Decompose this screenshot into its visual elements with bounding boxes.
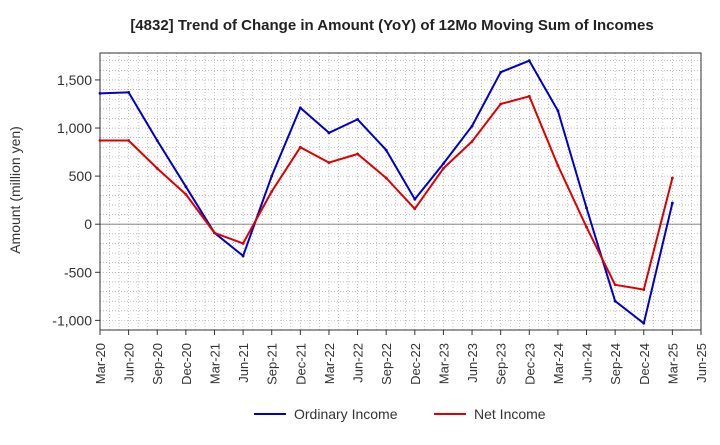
data-point-ordinary-income: [241, 254, 245, 258]
data-point-ordinary-income: [384, 148, 388, 152]
y-tick-label: -500: [64, 264, 92, 280]
data-point-ordinary-income: [556, 109, 560, 113]
data-point-ordinary-income: [585, 206, 588, 210]
data-point-net-income: [241, 242, 245, 245]
x-tick-label: Mar-22: [322, 343, 337, 384]
x-tick-label: Sep-24: [608, 343, 623, 385]
data-point-ordinary-income: [670, 201, 674, 205]
x-tick-label: Sep-20: [150, 343, 165, 385]
data-point-ordinary-income: [327, 131, 331, 135]
data-point-ordinary-income: [356, 117, 359, 121]
data-point-net-income: [613, 283, 617, 287]
x-tick-label: Mar-20: [93, 343, 108, 384]
gridlines: [99, 53, 702, 330]
x-tick-label: Sep-23: [494, 343, 509, 385]
data-point-ordinary-income: [527, 59, 531, 63]
legend-label-ordinary-income: Ordinary Income: [294, 406, 398, 422]
data-point-net-income: [442, 167, 445, 170]
x-tick-label: Jun-20: [122, 343, 137, 383]
x-tick-label: Jun-25: [694, 343, 709, 383]
data-point-net-income: [470, 140, 474, 143]
x-tick-label: Dec-21: [293, 343, 308, 385]
data-point-net-income: [527, 94, 531, 98]
y-tick-label: 0: [84, 216, 92, 232]
x-tick-label: Jun-23: [465, 343, 480, 383]
data-point-ordinary-income: [270, 174, 274, 178]
chart-title: [4832] Trend of Change in Amount (YoY) o…: [130, 17, 653, 34]
data-point-net-income: [213, 231, 216, 235]
data-point-ordinary-income: [442, 162, 445, 166]
data-point-ordinary-income: [613, 299, 617, 303]
x-tick-label: Mar-25: [665, 343, 680, 384]
y-tick-label: 500: [69, 168, 93, 184]
data-point-ordinary-income: [127, 91, 131, 94]
x-tick-label: Dec-24: [637, 343, 652, 385]
x-tick-label: Dec-22: [408, 343, 423, 385]
y-axis-label: Amount (million yen): [7, 126, 23, 254]
y-tick-label: -1,000: [52, 312, 92, 328]
x-tick-label: Dec-20: [179, 343, 194, 385]
data-point-net-income: [127, 139, 131, 142]
data-point-ordinary-income: [642, 321, 646, 325]
data-point-net-income: [413, 207, 417, 211]
x-tick-label: Jun-22: [351, 343, 366, 383]
x-tick-label: Mar-21: [207, 343, 222, 384]
legend-label-net-income: Net Income: [474, 406, 546, 422]
data-point-net-income: [298, 145, 302, 149]
x-tick-label: Mar-23: [436, 343, 451, 384]
data-point-net-income: [98, 139, 102, 142]
data-point-net-income: [670, 176, 674, 180]
x-tick-label: Jun-24: [580, 343, 595, 383]
data-point-net-income: [270, 190, 274, 193]
data-point-ordinary-income: [184, 185, 188, 189]
series-lines: [98, 59, 674, 325]
data-point-ordinary-income: [499, 70, 503, 74]
x-tick-label: Sep-22: [379, 343, 394, 385]
data-point-ordinary-income: [413, 197, 417, 201]
data-point-net-income: [642, 288, 646, 292]
data-point-net-income: [184, 192, 188, 196]
data-point-net-income: [327, 161, 331, 165]
data-point-net-income: [585, 225, 588, 229]
data-point-net-income: [556, 164, 560, 167]
data-point-ordinary-income: [298, 106, 302, 110]
plot-frame: [99, 52, 702, 331]
x-tick-label: Jun-21: [236, 343, 251, 383]
axes: -1,000 -500 0 500 1,000 1,500 Mar-20 Jun-20 Sep-…: [52, 52, 709, 385]
y-tick-label: 1,000: [57, 120, 92, 136]
data-point-net-income: [499, 102, 503, 106]
legend: Ordinary Income Net Income: [254, 406, 546, 422]
y-tick-label: 1,500: [57, 72, 92, 88]
data-point-ordinary-income: [98, 91, 102, 95]
x-tick-label: Mar-24: [551, 343, 566, 384]
data-point-net-income: [356, 152, 359, 156]
data-point-ordinary-income: [155, 139, 159, 142]
data-point-net-income: [384, 176, 388, 180]
data-point-net-income: [155, 167, 159, 170]
data-point-ordinary-income: [470, 124, 474, 128]
x-tick-label: Sep-21: [265, 343, 280, 385]
x-tick-label: Dec-23: [522, 343, 537, 385]
